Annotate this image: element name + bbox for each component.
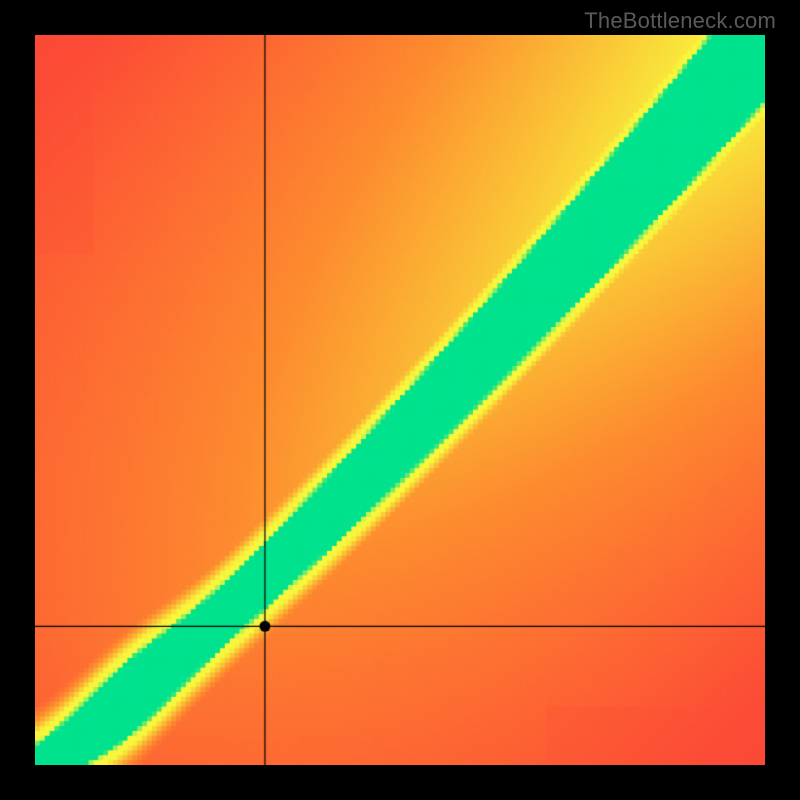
plot-area	[35, 35, 765, 765]
chart-container: TheBottleneck.com	[0, 0, 800, 800]
watermark-text: TheBottleneck.com	[584, 8, 776, 34]
heatmap-canvas	[35, 35, 765, 765]
